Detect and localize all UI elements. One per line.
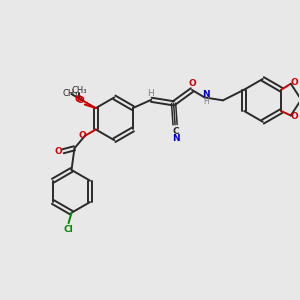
Text: O: O: [290, 112, 298, 121]
Text: N: N: [172, 134, 180, 143]
Text: H: H: [147, 89, 154, 98]
Text: O: O: [77, 96, 84, 105]
Text: O: O: [290, 78, 298, 87]
Text: Cl: Cl: [63, 225, 73, 234]
Text: O: O: [79, 131, 86, 140]
Text: C: C: [173, 127, 179, 136]
Text: CH₃: CH₃: [62, 88, 78, 98]
Text: N: N: [202, 90, 210, 99]
Text: CH₃: CH₃: [71, 86, 87, 95]
Text: H: H: [203, 97, 209, 106]
Text: O: O: [55, 147, 63, 156]
Text: O: O: [189, 79, 196, 88]
Text: O: O: [75, 95, 83, 104]
